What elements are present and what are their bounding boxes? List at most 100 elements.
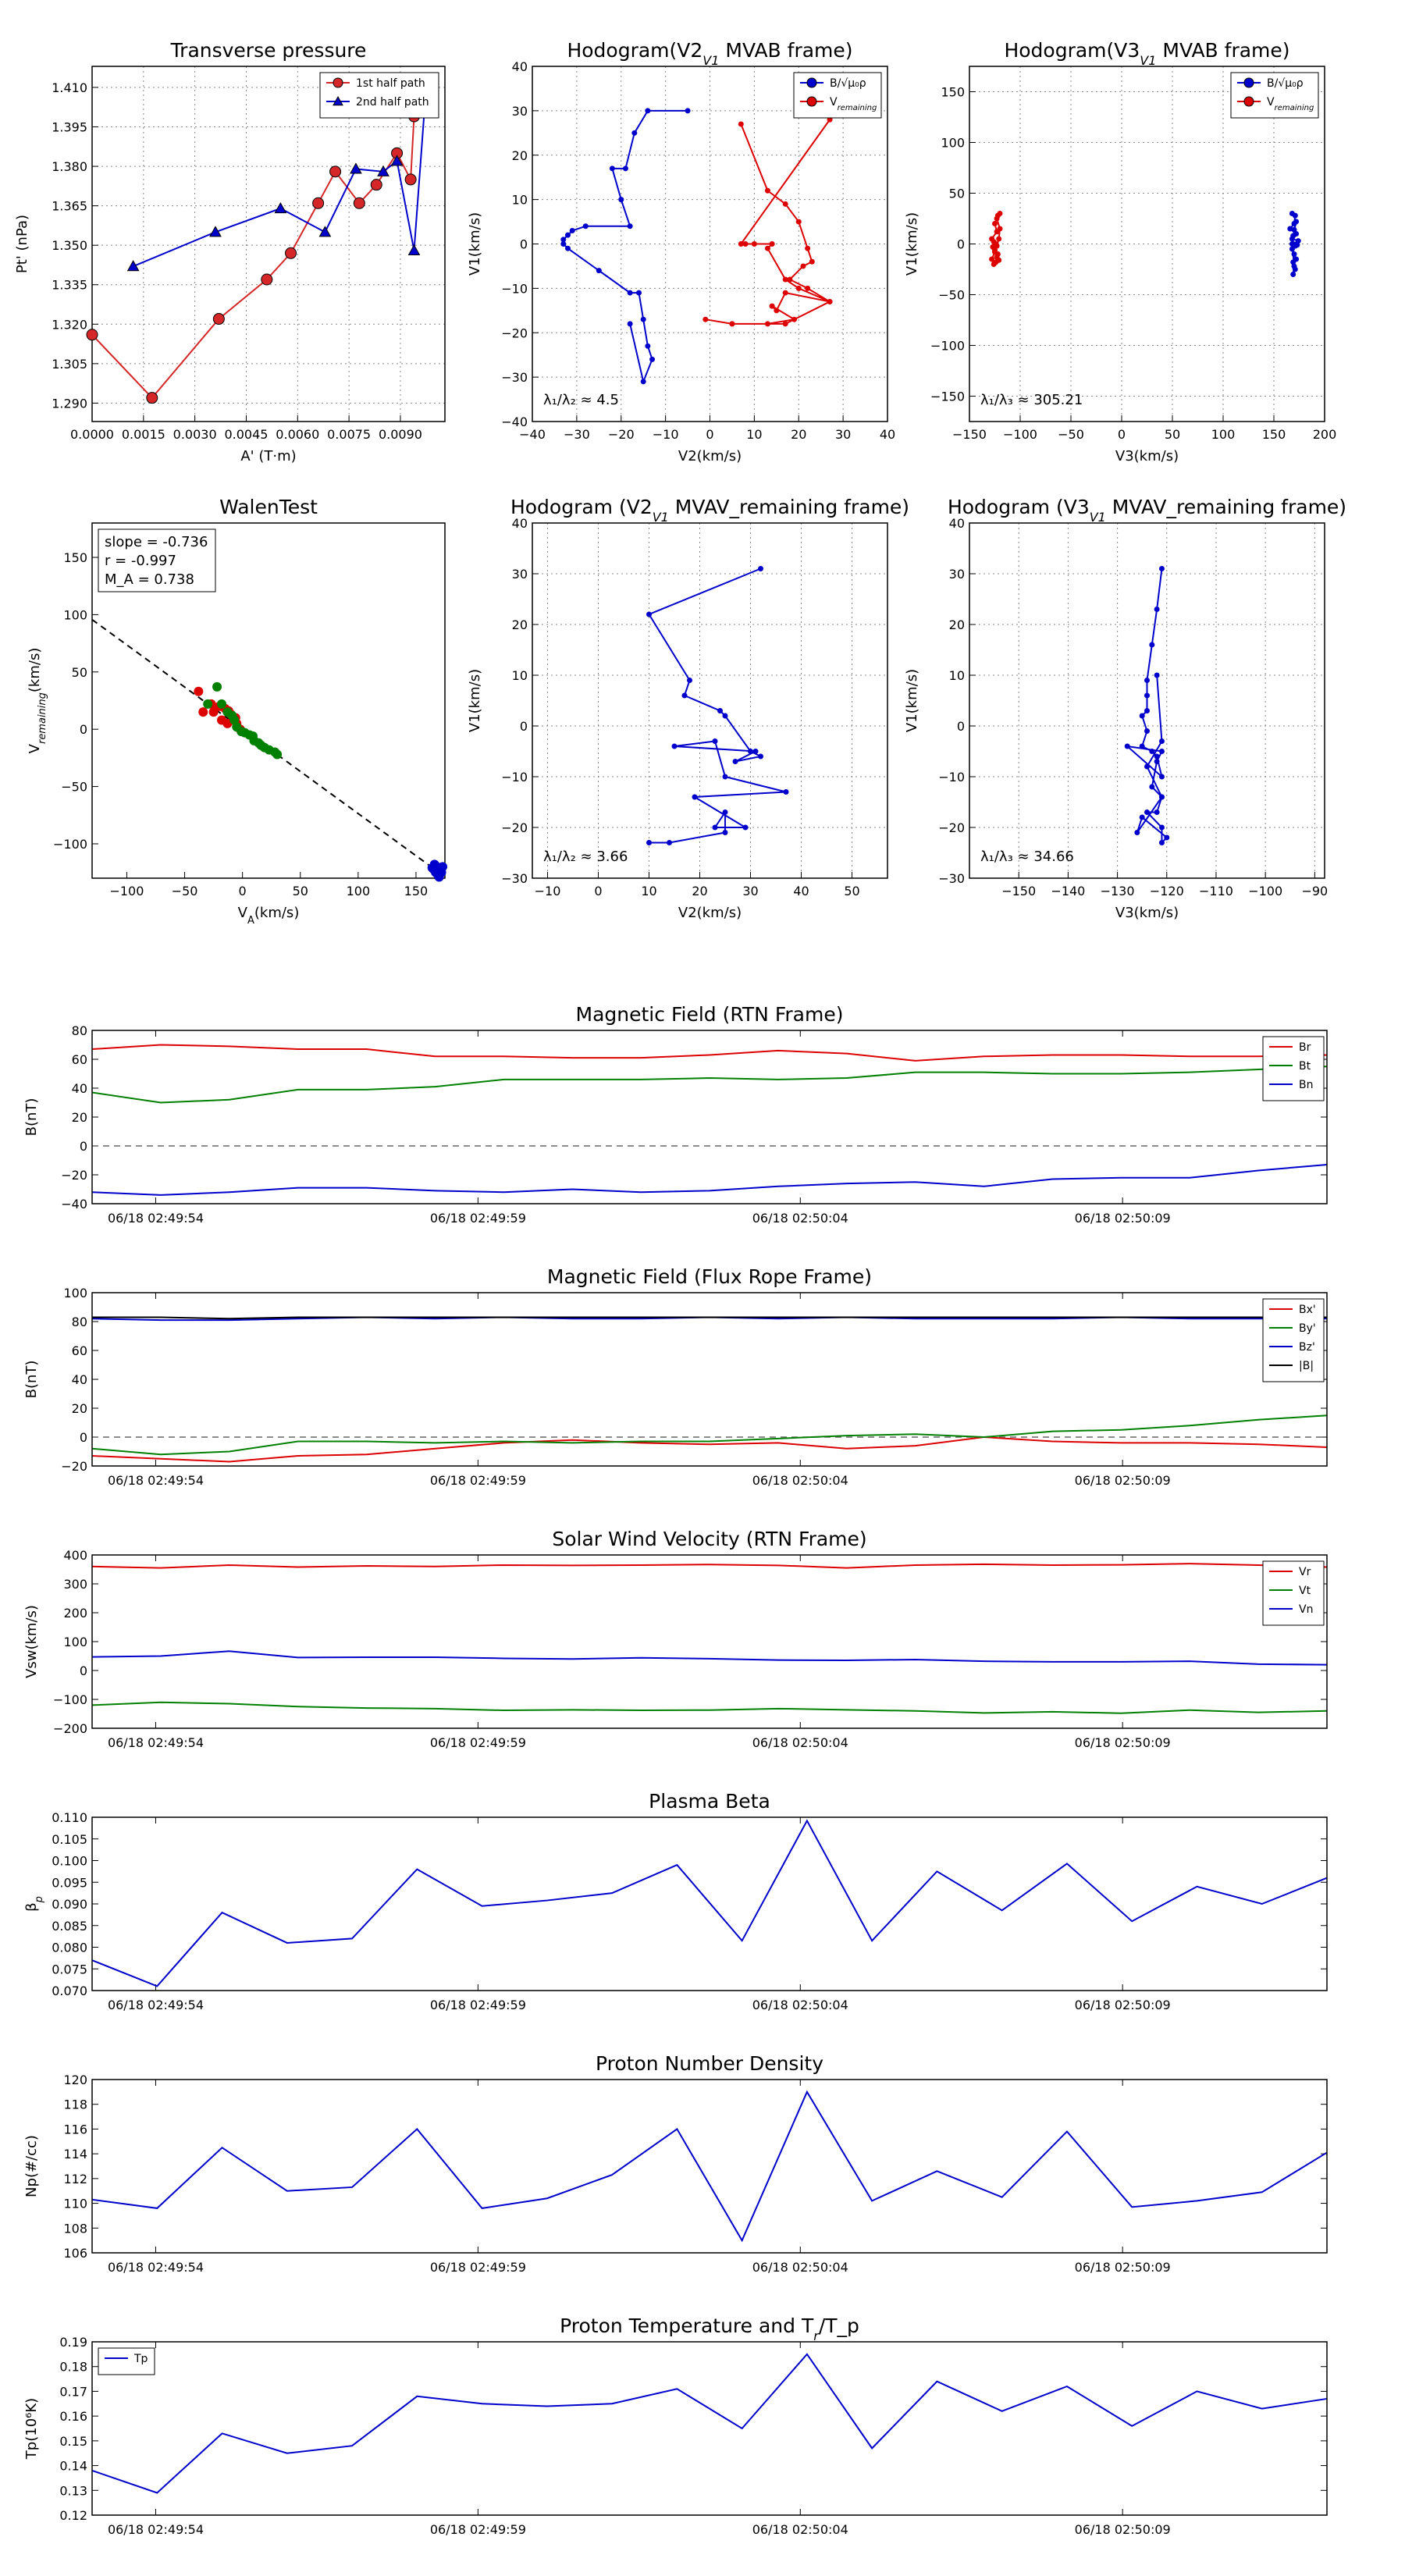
data-point — [434, 872, 444, 882]
data-point — [996, 236, 1002, 242]
y-tick-label: 1.350 — [52, 238, 87, 253]
series-line — [91, 2090, 1328, 2243]
data-point — [646, 611, 652, 617]
x-tick-label: 10 — [641, 884, 656, 898]
data-point — [722, 713, 728, 719]
data-point — [751, 241, 757, 247]
x-tick-label: 06/18 02:50:09 — [1075, 1998, 1171, 2012]
y-axis-label: Vsw(km/s) — [23, 1605, 40, 1678]
x-tick-label: 100 — [347, 884, 371, 898]
x-axis-label: A' (T·m) — [240, 448, 296, 464]
y-tick-label: 1.380 — [52, 159, 87, 174]
y-tick-label: 110 — [63, 2197, 87, 2211]
x-tick-label: 40 — [793, 884, 809, 898]
plot-frame — [91, 2079, 1328, 2254]
y-tick-label: 40 — [949, 516, 965, 531]
y-tick-label: 0 — [520, 237, 528, 252]
x-tick-label: 0.0090 — [379, 427, 422, 442]
data-point — [86, 329, 98, 341]
x-tick-label: 06/18 02:49:54 — [108, 1473, 204, 1488]
y-tick-label: 0.17 — [59, 2384, 87, 2399]
plot-frame — [91, 522, 446, 879]
y-tick-label: 0.100 — [52, 1854, 87, 1869]
data-point — [800, 263, 806, 269]
legend-entry: r = -0.997 — [105, 553, 176, 569]
data-point — [194, 686, 204, 696]
x-tick-label: 0.0000 — [70, 427, 114, 442]
data-point — [285, 247, 297, 259]
data-point — [1144, 708, 1150, 713]
data-point — [1158, 774, 1165, 780]
data-point — [1154, 607, 1160, 612]
y-tick-label: −50 — [61, 780, 87, 795]
legend-entry: Bx' — [1299, 1304, 1316, 1316]
y-tick-label: 1.305 — [52, 357, 87, 372]
chart-title: Proton Number Density — [596, 2052, 823, 2075]
y-tick-label: −100 — [930, 339, 965, 354]
y-tick-label: 300 — [63, 1577, 87, 1592]
data-point — [636, 290, 642, 296]
y-tick-label: 20 — [72, 1401, 87, 1416]
data-point — [1158, 824, 1165, 831]
data-point — [1149, 642, 1155, 648]
data-point — [738, 121, 744, 127]
data-point — [806, 77, 817, 88]
data-point — [722, 830, 728, 835]
data-point — [1158, 794, 1165, 800]
data-point — [569, 227, 575, 233]
data-point — [596, 268, 602, 274]
y-axis-label: B(nT) — [23, 1098, 40, 1137]
data-point — [1139, 814, 1145, 820]
plot-frame — [91, 2341, 1328, 2516]
y-tick-label: 60 — [72, 1343, 87, 1358]
x-tick-label: 0 — [239, 884, 247, 898]
y-tick-label: 0.12 — [59, 2508, 87, 2523]
y-tick-label: −20 — [61, 1168, 87, 1183]
y-axis-label: Vremaining(km/s) — [27, 648, 48, 754]
data-point — [350, 162, 362, 174]
chart-title: Magnetic Field (Flux Rope Frame) — [547, 1265, 872, 1288]
x-tick-label: 06/18 02:50:09 — [1075, 1211, 1171, 1226]
x-tick-label: 20 — [692, 884, 707, 898]
legend-entry: Tp — [133, 2353, 148, 2365]
data-point — [627, 290, 633, 296]
data-point — [631, 130, 638, 136]
data-point — [782, 290, 788, 296]
y-tick-label: 112 — [63, 2172, 87, 2186]
data-point — [1154, 809, 1160, 815]
y-axis-label: V1(km/s) — [904, 669, 920, 732]
y-tick-label: 20 — [72, 1110, 87, 1125]
x-tick-label: 06/18 02:50:04 — [752, 1735, 848, 1750]
data-point — [997, 226, 1003, 232]
y-axis-label: B(nT) — [23, 1361, 40, 1399]
data-point — [438, 862, 448, 872]
data-point — [209, 226, 222, 237]
data-point — [1291, 263, 1297, 269]
legend-entry: slope = -0.736 — [105, 534, 208, 550]
series-line — [91, 1819, 1328, 1987]
x-tick-label: 30 — [742, 884, 758, 898]
data-point — [1158, 840, 1165, 845]
panel-ts5: Proton Number Density 106 108 110 112 114 116 1… — [23, 2052, 1328, 2275]
plot-frame — [532, 66, 888, 422]
series-line — [91, 1066, 1328, 1104]
data-point — [758, 566, 763, 571]
x-tick-label: 0 — [594, 884, 602, 898]
legend-entry: Vremaining — [1267, 96, 1314, 112]
x-tick-label: 06/18 02:49:54 — [108, 1211, 204, 1226]
data-point — [992, 249, 998, 255]
legend-entry: Vt — [1299, 1585, 1311, 1597]
legend-entry: 1st half path — [356, 77, 425, 90]
x-tick-label: 0.0045 — [224, 427, 268, 442]
y-tick-label: 30 — [512, 567, 528, 582]
data-point — [742, 824, 749, 831]
data-point — [752, 749, 759, 754]
fit-line — [91, 618, 446, 878]
ratio-annotation: λ₁/λ₃ ≈ 34.66 — [980, 849, 1074, 865]
y-tick-label: 20 — [949, 617, 965, 632]
y-tick-label: 0.075 — [52, 1962, 87, 1976]
data-point — [791, 316, 798, 322]
legend-entry: M_A = 0.738 — [105, 571, 194, 588]
x-tick-label: 0 — [706, 427, 713, 442]
y-tick-label: 40 — [512, 59, 528, 74]
